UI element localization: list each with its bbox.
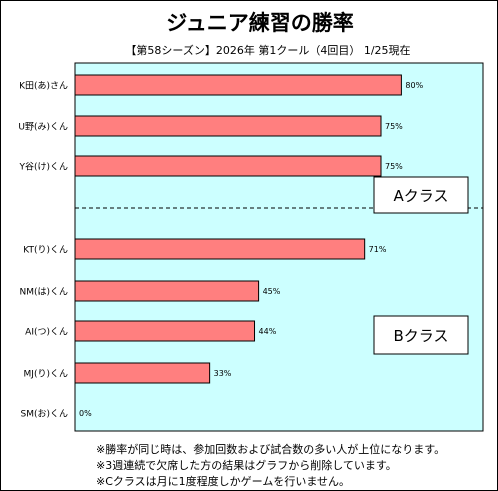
category-label: KT(り)くん (23, 245, 68, 256)
category-label: Y谷(け)くん (18, 162, 68, 173)
class-label-a: Aクラス (373, 176, 469, 214)
value-label: 44% (259, 327, 277, 336)
note-2: ※3週連続で欠席した方の結果はグラフから削除しています。 (96, 458, 397, 472)
class-label-a-text: Aクラス (394, 187, 449, 205)
category-label: K田(あ)さん (19, 81, 68, 92)
value-label: 75% (385, 162, 403, 171)
category-label: SM(お)くん (20, 409, 68, 420)
bars-layer (74, 74, 402, 384)
category-label: AI(つ)くん (25, 327, 68, 338)
value-label: 75% (385, 122, 403, 131)
labels-layer: K田(あ)さん 80% U野(み)くん 75% Y谷(け)くん 75% KT(り)くん 71%… (18, 81, 423, 420)
category-label: U野(み)くん (18, 122, 68, 133)
chart-subtitle: 【第58シーズン】2026年 第1クール（4回目） 1/25現在 (125, 43, 410, 57)
class-label-b: Bクラス (373, 315, 469, 355)
note-1: ※勝率が同じ時は、参加回数および試合数の多い人が上位になります。 (96, 442, 445, 456)
value-label: 71% (369, 245, 387, 254)
value-label: 45% (263, 287, 281, 296)
bar (74, 155, 382, 177)
category-label: MJ(り)くん (24, 369, 68, 380)
bar (74, 320, 256, 342)
value-label: 0% (79, 409, 92, 418)
chart-title: ジュニア練習の勝率 (166, 11, 354, 35)
bar (74, 115, 382, 137)
bar (74, 238, 366, 260)
bar (74, 280, 260, 302)
category-label: NM(は)くん (19, 287, 68, 298)
bar (74, 74, 402, 96)
class-label-b-text: Bクラス (394, 327, 449, 345)
bar (74, 362, 211, 384)
note-3: ※Cクラスは月に1度程度しかゲームを行いません。 (96, 474, 350, 488)
value-label: 80% (405, 81, 423, 90)
value-label: 33% (214, 369, 232, 378)
